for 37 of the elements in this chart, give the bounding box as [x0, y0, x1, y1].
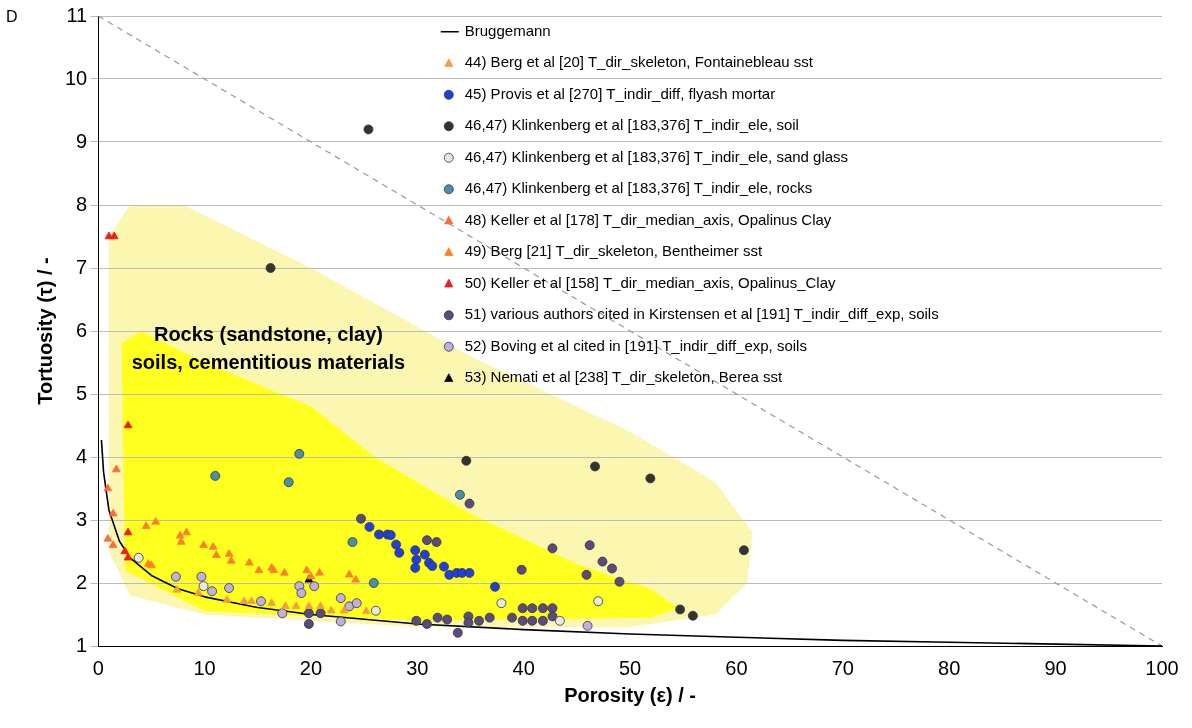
legend-label: 51) various authors cited in Kirstensen et al [191] T_indir_diff_exp, soils [464, 305, 939, 323]
legend-label: 49) Berg [21] T_dir_skeleton, Bentheimer sst [464, 242, 763, 260]
y-tick-label: 2 [76, 570, 88, 593]
text: D [6, 8, 18, 26]
x-tick-label: 70 [831, 656, 854, 679]
x-tick-label: 80 [938, 656, 961, 679]
legend-label: 53) Nemati et al [238] T_dir_skeleton, Berea sst [464, 368, 783, 386]
x-tick-label: 40 [512, 656, 535, 679]
y-tick-label: 6 [76, 318, 88, 341]
legend-label: 44) Berg et al [20] T_dir_skeleton, Fontainebleau sst [464, 53, 814, 71]
y-tick-label: 5 [76, 381, 88, 404]
x-tick-label: 100 [1145, 656, 1179, 679]
y-tick-label: 4 [76, 444, 88, 467]
x-tick-label: 90 [1044, 656, 1067, 679]
y-tick-label: 3 [76, 507, 88, 530]
legend-label: 45) Provis et al [270] T_indir_diff, flyash mortar [464, 84, 776, 102]
x-tick-label: 0 [92, 656, 104, 679]
x-tick-label: 10 [193, 656, 216, 679]
x-tick-label: 50 [619, 656, 642, 679]
x-tick-label: 30 [406, 656, 429, 679]
y-tick-label: 8 [76, 192, 88, 215]
legend-label: 52) Boving et al cited in [191] T_indir_diff_exp, soils [464, 336, 807, 354]
x-tick-label: 20 [299, 656, 323, 679]
x-axis-title: Porosity (ε) / - [564, 683, 696, 706]
legend-label: 48) Keller et al [178] T_dir_median_axis, Opalinus Clay [464, 210, 832, 228]
y-axis-title: Tortuosity (τ) / - [33, 257, 56, 405]
legend-label: 46,47) Klinkenberg et al [183,376] T_indir_ele, sand glass [464, 147, 849, 165]
y-tick-label: 1 [76, 633, 88, 656]
y-tick-label: 7 [76, 255, 88, 278]
legend-label: 50) Keller et al [158] T_dir_median_axis, Opalinus_Clay [464, 273, 837, 291]
legend-label: 46,47) Klinkenberg et al [183,376] T_indir_ele, rocks [464, 179, 813, 197]
y-tick-label: 10 [65, 66, 88, 89]
y-tick-label: 11 [66, 3, 88, 26]
x-tick-label: 60 [725, 656, 748, 679]
y-tick-label: 9 [76, 129, 88, 152]
legend-label: Bruggemann [464, 21, 551, 39]
legend-label: 46,47) Klinkenberg et al [183,376] T_indir_ele, soil [464, 116, 799, 134]
